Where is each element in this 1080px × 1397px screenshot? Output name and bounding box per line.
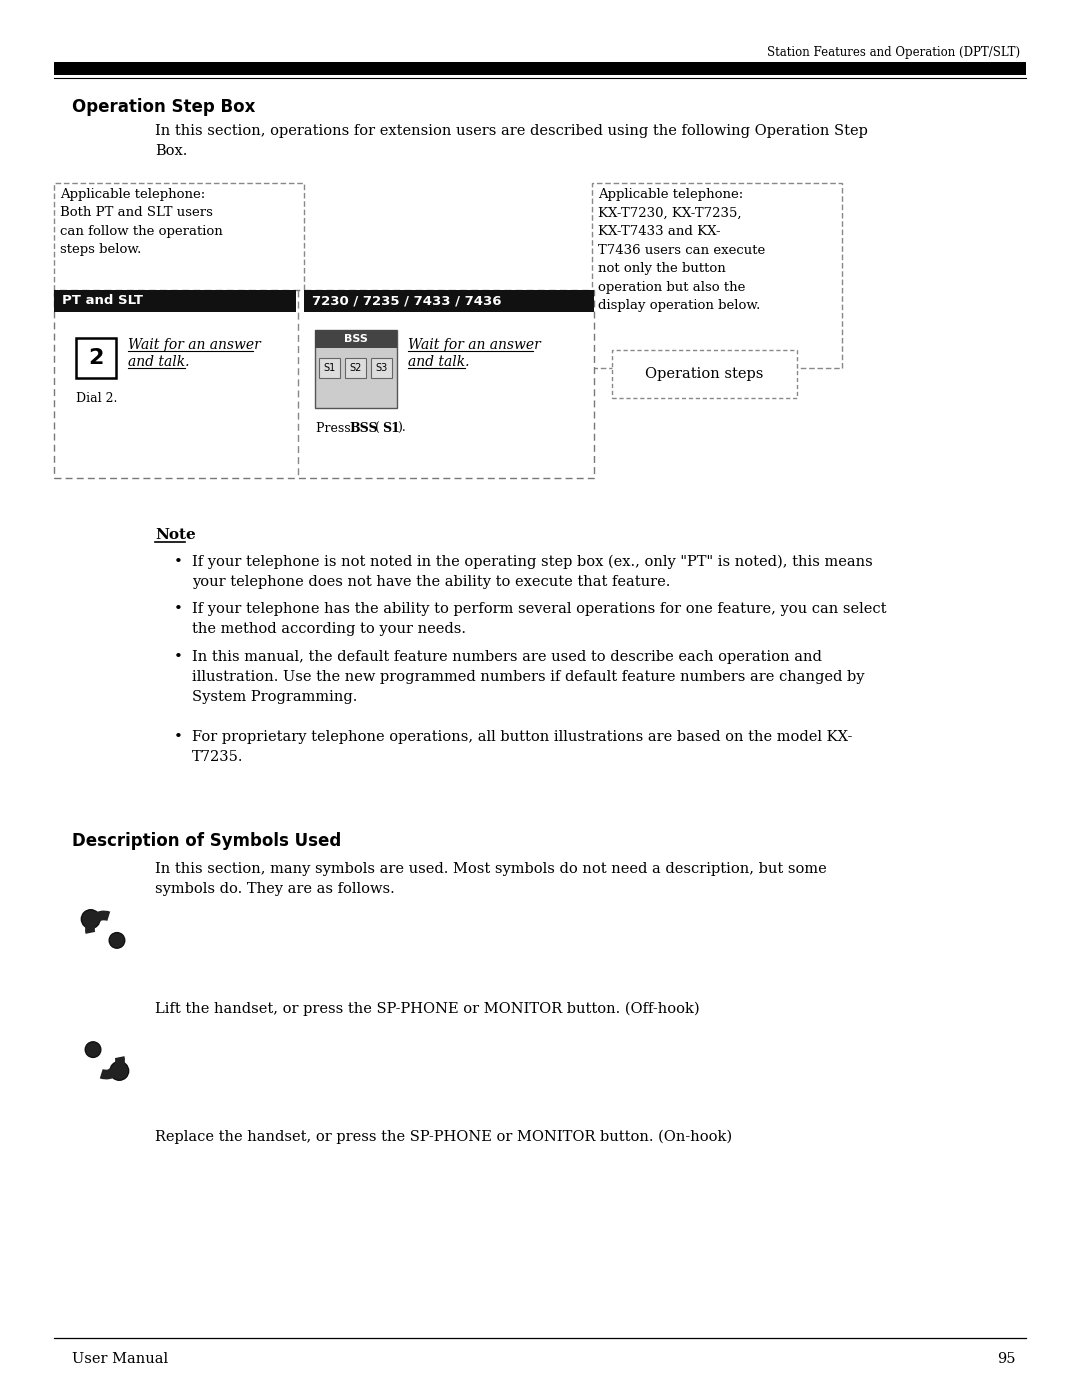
Text: In this section, operations for extension users are described using the followin: In this section, operations for extensio…: [156, 124, 868, 158]
Text: (: (: [372, 422, 380, 434]
Text: Operation steps: Operation steps: [646, 367, 764, 381]
Text: S1: S1: [382, 422, 400, 434]
Bar: [319, 358, 340, 379]
Text: Dial 2.: Dial 2.: [76, 393, 118, 405]
Text: If your telephone has the ability to perform several operations for one feature,: If your telephone has the ability to per…: [192, 602, 887, 636]
Text: Note: Note: [156, 528, 195, 542]
Text: •: •: [174, 731, 183, 745]
FancyBboxPatch shape: [612, 351, 797, 398]
Text: BSS: BSS: [345, 334, 368, 344]
Bar: [372, 358, 392, 379]
Text: 2: 2: [89, 348, 104, 367]
Text: Press: Press: [316, 422, 354, 434]
Text: Applicable telephone:
Both PT and SLT users
can follow the operation
steps below: Applicable telephone: Both PT and SLT us…: [60, 189, 222, 257]
Text: ).: ).: [397, 422, 406, 434]
Text: Wait for an answer: Wait for an answer: [408, 338, 541, 352]
Text: In this section, many symbols are used. Most symbols do not need a description, : In this section, many symbols are used. …: [156, 862, 827, 895]
Text: For proprietary telephone operations, all button illustrations are based on the : For proprietary telephone operations, al…: [192, 731, 852, 764]
Text: If your telephone is not noted in the operating step box (ex., only "PT" is note: If your telephone is not noted in the op…: [192, 555, 873, 590]
Text: Description of Symbols Used: Description of Symbols Used: [72, 833, 341, 849]
Bar: [76, 338, 116, 379]
Bar: [315, 330, 397, 408]
Text: •: •: [174, 650, 183, 664]
Text: PT and SLT: PT and SLT: [62, 295, 143, 307]
Text: Operation Step Box: Operation Step Box: [72, 98, 255, 116]
Text: Wait for an answer: Wait for an answer: [129, 338, 260, 352]
Bar: [303, 291, 594, 312]
FancyBboxPatch shape: [592, 183, 842, 367]
Text: 7230 / 7235 / 7433 / 7436: 7230 / 7235 / 7433 / 7436: [312, 295, 501, 307]
Text: S1: S1: [323, 363, 336, 373]
Text: •: •: [174, 555, 183, 569]
Text: S3: S3: [376, 363, 388, 373]
Circle shape: [110, 1062, 129, 1080]
Bar: [315, 330, 397, 348]
Text: BSS: BSS: [349, 422, 378, 434]
Text: and talk.: and talk.: [408, 355, 470, 369]
FancyBboxPatch shape: [54, 291, 594, 478]
FancyBboxPatch shape: [54, 183, 303, 298]
Text: S2: S2: [349, 363, 362, 373]
Bar: [54, 291, 296, 312]
Text: •: •: [174, 602, 183, 616]
Text: In this manual, the default feature numbers are used to describe each operation : In this manual, the default feature numb…: [192, 650, 864, 704]
Text: Applicable telephone:
KX-T7230, KX-T7235,
KX-T7433 and KX-
T7436 users can execu: Applicable telephone: KX-T7230, KX-T7235…: [598, 189, 766, 312]
Text: User Manual: User Manual: [72, 1352, 168, 1366]
Text: Replace the handset, or press the SP-PHONE or MONITOR button. (On-hook): Replace the handset, or press the SP-PHO…: [156, 1130, 732, 1144]
Text: 95: 95: [998, 1352, 1016, 1366]
Text: and talk.: and talk.: [129, 355, 189, 369]
Bar: [54, 61, 1026, 75]
Text: Station Features and Operation (DPT/SLT): Station Features and Operation (DPT/SLT): [767, 46, 1020, 59]
Text: Lift the handset, or press the SP-PHONE or MONITOR button. (Off-hook): Lift the handset, or press the SP-PHONE …: [156, 1002, 700, 1017]
Bar: [345, 358, 366, 379]
Circle shape: [85, 1042, 100, 1058]
Circle shape: [109, 933, 125, 949]
Circle shape: [81, 909, 100, 929]
